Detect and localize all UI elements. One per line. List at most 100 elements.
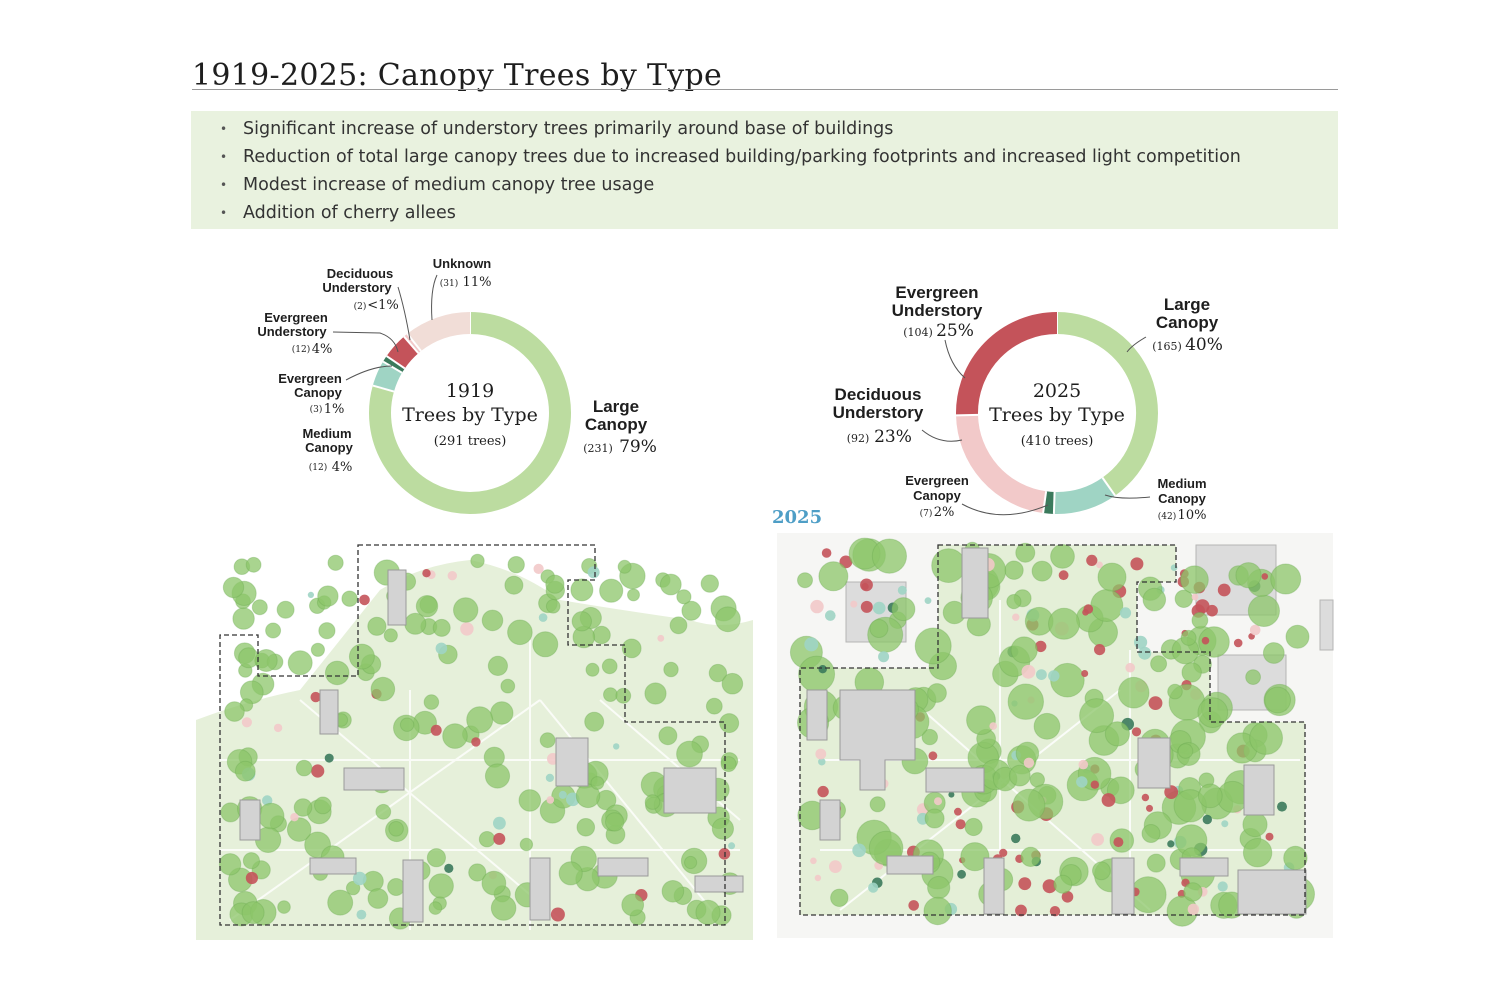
tree-symbol xyxy=(1031,560,1053,582)
tree-symbol xyxy=(493,816,506,830)
tree-symbol xyxy=(538,613,548,622)
tree-symbol xyxy=(251,599,268,616)
tree-symbol xyxy=(1090,589,1124,622)
tree-symbol xyxy=(621,893,645,917)
tree-symbol xyxy=(1245,669,1261,685)
tree-symbol xyxy=(603,687,618,702)
tree-symbol xyxy=(1086,554,1098,567)
tree-symbol xyxy=(314,796,332,815)
donut-slice-large-canopy xyxy=(369,312,571,514)
tree-symbol xyxy=(927,683,947,703)
tree-symbol xyxy=(1265,832,1274,841)
tree-symbol xyxy=(1097,562,1127,592)
tree-symbol xyxy=(954,807,962,816)
tree-symbol xyxy=(345,880,361,896)
tree-symbol xyxy=(318,622,336,640)
tree-symbol xyxy=(1078,759,1089,770)
tree-symbol xyxy=(957,869,966,879)
tree-symbol xyxy=(1264,686,1291,714)
tree-symbol xyxy=(324,753,334,763)
tree-symbol xyxy=(1053,874,1073,894)
slice-label-count: (12) xyxy=(292,344,310,355)
tree-symbol xyxy=(1180,629,1197,646)
tree-symbol xyxy=(923,896,952,926)
tree-symbol xyxy=(960,842,990,872)
tree-symbol xyxy=(613,743,620,750)
tree-symbol xyxy=(818,561,849,592)
slice-label-count: (42) xyxy=(1158,511,1176,522)
tree-symbol xyxy=(860,600,873,613)
tree-symbol xyxy=(545,773,555,783)
slice-label-name: Medium Canopy xyxy=(302,426,353,455)
tree-symbol xyxy=(627,588,640,602)
slice-label-name: Large Canopy xyxy=(1156,295,1219,332)
tree-symbol xyxy=(989,722,997,730)
tree-symbol xyxy=(375,803,392,820)
tree-symbol xyxy=(821,548,832,558)
campus-map-2025 xyxy=(777,533,1334,938)
tree-symbol xyxy=(241,717,252,728)
tree-symbol xyxy=(1012,613,1020,621)
tree-symbol xyxy=(470,553,485,569)
tree-symbol xyxy=(518,789,542,812)
tree-symbol xyxy=(868,882,879,893)
tree-symbol xyxy=(1012,788,1046,822)
tree-symbol xyxy=(1131,727,1142,737)
tree-symbol xyxy=(1261,573,1269,580)
tree-symbol xyxy=(484,763,511,789)
tree-symbol xyxy=(1081,670,1089,677)
label-line: Deciduous xyxy=(835,385,922,404)
tree-symbol xyxy=(1079,698,1115,734)
tree-symbol xyxy=(222,576,245,599)
tree-symbol xyxy=(728,842,736,850)
slice-label-name: Evergreen Understory xyxy=(892,283,983,320)
tree-symbol xyxy=(370,676,396,702)
tree-symbol xyxy=(601,658,618,675)
center-year: 1919 xyxy=(446,380,494,402)
tree-symbol xyxy=(507,556,525,574)
tree-symbol xyxy=(1167,683,1183,700)
tree-symbol xyxy=(1201,636,1210,645)
donut-chart-2025 xyxy=(956,312,1158,514)
tree-symbol xyxy=(1096,561,1103,569)
tree-symbol xyxy=(825,610,836,621)
tree-symbol xyxy=(257,802,285,830)
tree-symbol xyxy=(234,760,256,782)
tree-symbol xyxy=(1090,780,1100,789)
tree-symbol xyxy=(659,573,682,596)
slice-label-percent: <1% xyxy=(367,298,399,313)
tree-symbol xyxy=(1167,840,1175,848)
tree-symbol xyxy=(1091,833,1104,846)
tree-symbol xyxy=(592,625,611,645)
tree-symbol xyxy=(695,899,721,926)
tree-symbol xyxy=(1048,670,1060,682)
tree-symbol xyxy=(587,566,600,579)
tree-symbol xyxy=(1262,642,1285,664)
tree-symbol xyxy=(852,843,866,858)
label-line: Large xyxy=(593,397,639,416)
campus-boundary xyxy=(219,544,726,926)
leader-lines-1919 xyxy=(332,274,438,381)
label-line: Understory xyxy=(257,324,327,339)
tree-symbol xyxy=(897,585,907,595)
tree-symbol xyxy=(999,848,1008,858)
tree-symbol xyxy=(818,758,826,766)
donut-slice-evergreen-canopy xyxy=(1043,491,1055,514)
label-line: Large xyxy=(1164,295,1210,314)
label-line: Medium xyxy=(302,426,351,441)
tree-symbol xyxy=(584,711,605,732)
tree-symbol xyxy=(1180,565,1209,595)
tree-symbol xyxy=(1023,757,1035,768)
slice-label-percent: 1% xyxy=(324,402,345,417)
tree-symbol xyxy=(1197,697,1229,728)
campus-boundary xyxy=(799,544,1306,916)
finding-item: Modest increase of medium canopy tree us… xyxy=(220,171,1338,199)
tree-symbol xyxy=(1249,721,1283,755)
tree-symbol xyxy=(1242,838,1273,868)
tree-symbol xyxy=(341,590,358,607)
donut-1919-center: 1919 Trees by Type (291 trees) xyxy=(402,380,538,449)
tree-symbol xyxy=(519,837,534,852)
tree-symbol xyxy=(1150,655,1168,673)
tree-symbol xyxy=(566,792,580,807)
tree-symbol xyxy=(1061,891,1074,903)
